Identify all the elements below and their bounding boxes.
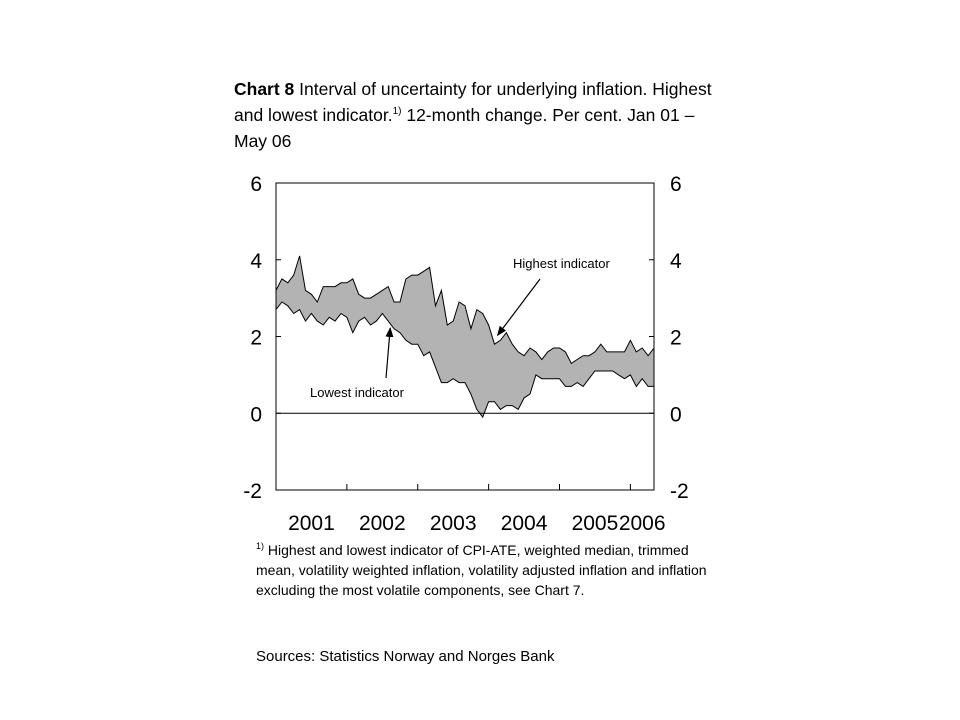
y-tick-label-right: -2 bbox=[670, 480, 689, 503]
x-tick-label: 2001 bbox=[288, 512, 335, 535]
y-tick-label-right: 2 bbox=[670, 327, 682, 350]
annotation-layer: Highest indicator Lowest indicator bbox=[310, 256, 610, 400]
series-line-lowest bbox=[275, 301, 654, 419]
annotation-arrow-lowest bbox=[385, 326, 394, 379]
chart-title: Chart 8 Interval of uncertainty for unde… bbox=[234, 76, 714, 154]
y-tick-label-left: 0 bbox=[250, 403, 262, 426]
y-tick-label-left: 4 bbox=[250, 250, 262, 273]
title-text-1: Interval of uncertainty for underlying i… bbox=[234, 79, 712, 125]
y-tick-label-right: 4 bbox=[670, 250, 682, 273]
annotation-lowest: Lowest indicator bbox=[310, 385, 405, 400]
title-note-mark: 1) bbox=[392, 106, 402, 117]
sources: Sources: Statistics Norway and Norges Ba… bbox=[256, 648, 555, 665]
series-line-highest bbox=[275, 255, 655, 365]
tick-layer bbox=[276, 182, 654, 491]
x-tick-label: 2005 bbox=[572, 512, 619, 535]
chart-label: Chart 8 bbox=[234, 79, 295, 99]
title-text-2: 12-month change. Per cent. Jan 01 – May … bbox=[234, 105, 695, 151]
footnote: 1) Highest and lowest indicator of CPI-A… bbox=[256, 540, 711, 600]
y-tick-label-left: -2 bbox=[243, 480, 262, 503]
uncertainty-band bbox=[276, 255, 654, 418]
y-tick-label-left: 6 bbox=[250, 173, 262, 196]
annotation-highest: Highest indicator bbox=[513, 256, 610, 271]
label-layer: -2 -2 0 0 2 2 4 4 6 6 2001 2002 2003 2004 2005 2006 bbox=[243, 173, 688, 535]
footnote-text: Highest and lowest indicator of CPI-ATE,… bbox=[256, 542, 707, 598]
y-tick-label-left: 2 bbox=[250, 327, 262, 350]
annotation-arrow-highest bbox=[496, 278, 541, 337]
x-tick-label: 2003 bbox=[430, 512, 477, 535]
footnote-mark: 1) bbox=[256, 541, 265, 551]
x-tick-label: 2006 bbox=[619, 512, 666, 535]
y-tick-label-right: 0 bbox=[670, 403, 682, 426]
x-tick-label: 2004 bbox=[501, 512, 548, 535]
x-tick-label: 2002 bbox=[359, 512, 406, 535]
y-tick-label-right: 6 bbox=[670, 173, 682, 196]
band-layer bbox=[275, 255, 655, 419]
